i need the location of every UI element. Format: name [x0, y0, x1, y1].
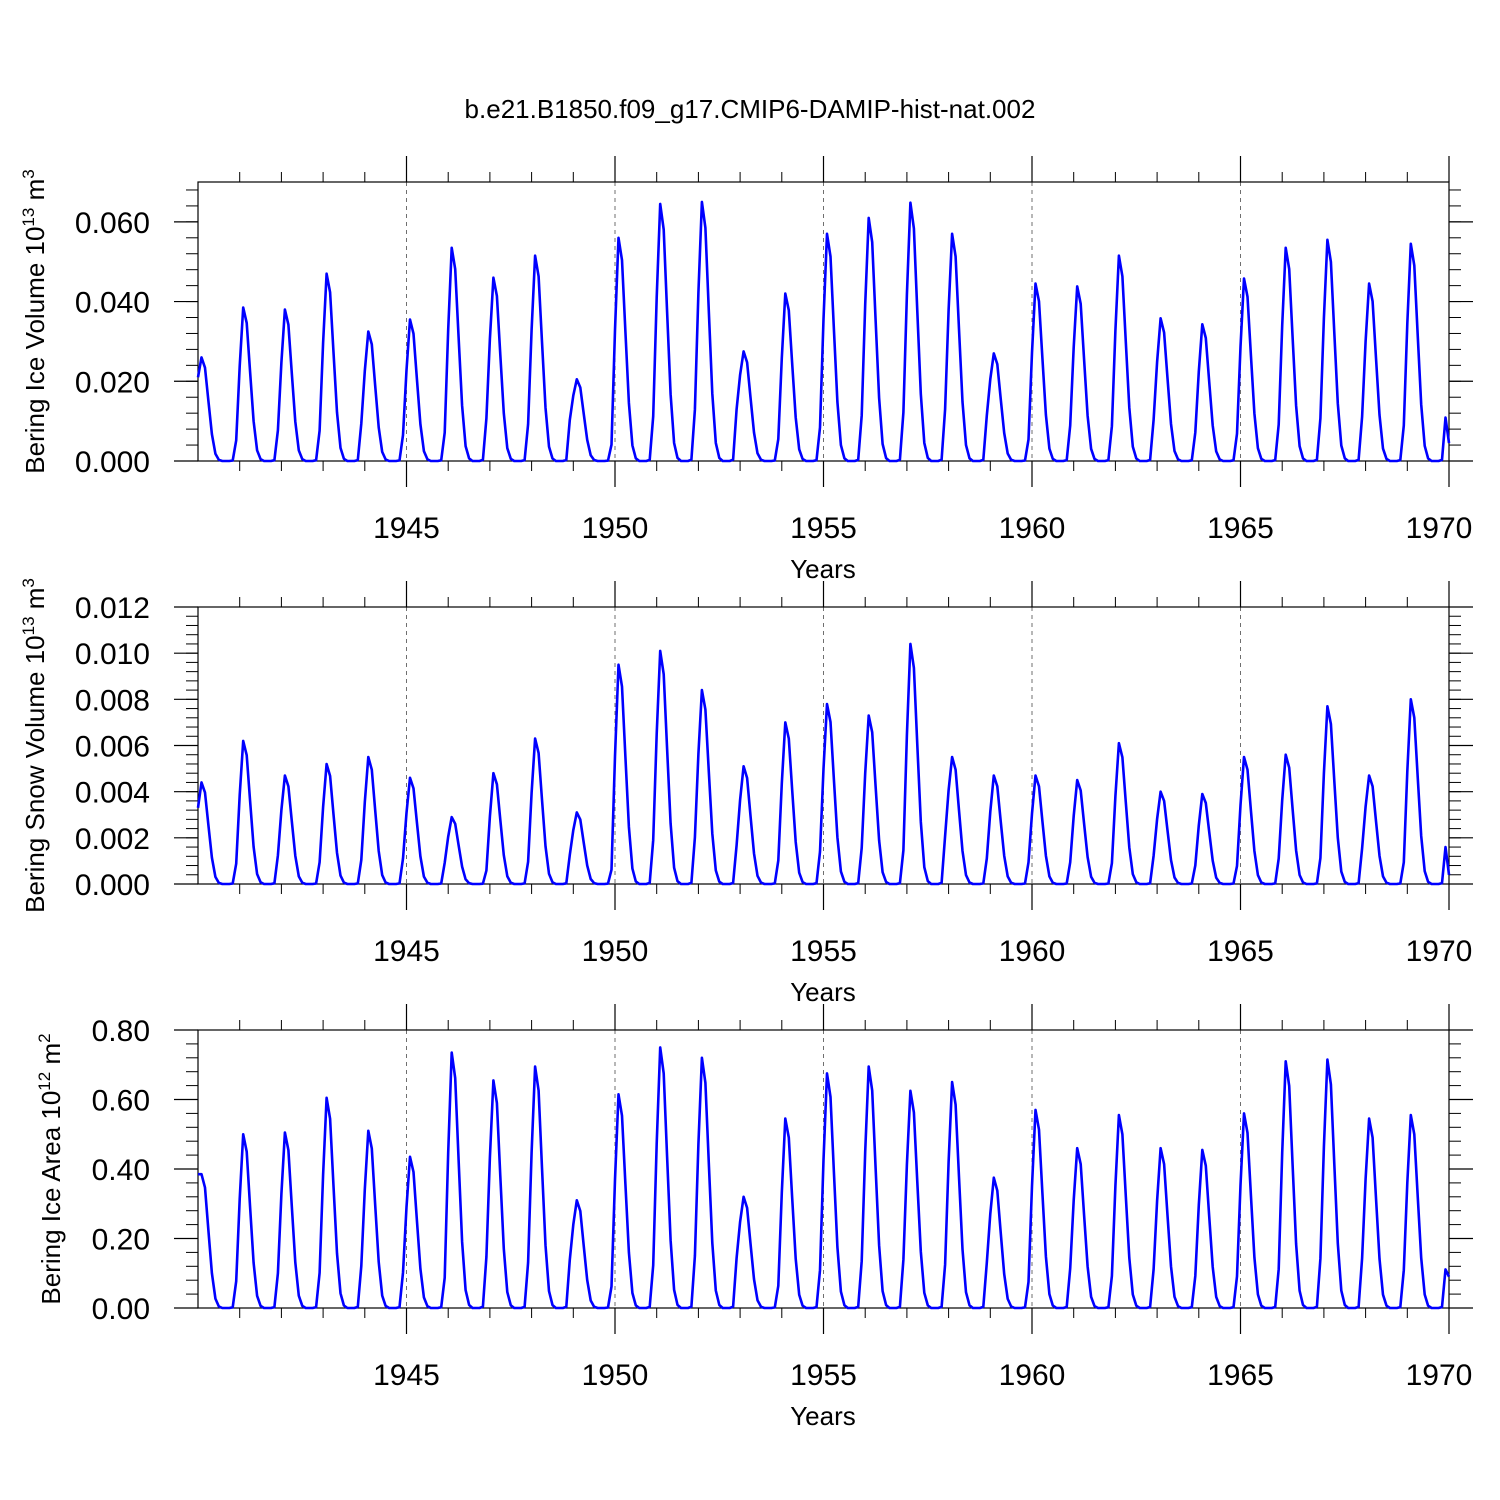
x-axis-label: Years	[790, 1401, 856, 1431]
y-tick-label: 0.40	[92, 1154, 150, 1187]
x-tick-label: 1965	[1207, 512, 1274, 545]
x-tick-label: 1960	[999, 512, 1066, 545]
y-tick-label: 0.000	[75, 869, 150, 902]
x-tick-label: 1945	[373, 1359, 440, 1392]
y-tick-label: 0.020	[75, 366, 150, 399]
y-axis-label-superscript: 3	[19, 169, 38, 178]
x-tick-label: 1970	[1406, 1359, 1473, 1392]
y-tick-label: 0.002	[75, 823, 150, 856]
x-tick-label: 1965	[1207, 1359, 1274, 1392]
x-tick-label: 1970	[1406, 935, 1473, 968]
ice-area-panel: 0.00 0.20 0.40 0.60 0.80 1945 1950 1955 1960 1965…	[35, 1004, 1473, 1431]
x-tick-label: 1955	[790, 1359, 857, 1392]
y-axis-label-text: Bering Snow Volume 10	[20, 635, 50, 913]
y-axis-label-text: Bering Ice Volume 10	[20, 227, 50, 474]
y-axis-label-superscript: 2	[35, 1033, 54, 1042]
ice-volume-panel: 0.000 0.020 0.040 0.060 1945 1950 1955 1960 1965…	[19, 156, 1473, 584]
x-tick-label: 1965	[1207, 935, 1274, 968]
x-tick-label: 1950	[582, 1359, 649, 1392]
y-tick-label: 0.010	[75, 638, 150, 671]
x-axis-label: Years	[790, 977, 856, 1007]
y-tick-label: 0.004	[75, 777, 150, 810]
snow-volume-panel: 0.000 0.002 0.004 0.006 0.008 0.010 0.012 1945 1…	[19, 578, 1473, 1007]
y-axis-label-superscript: 13	[19, 208, 38, 227]
x-tick-label: 1945	[373, 935, 440, 968]
y-axis-label-text: m	[20, 179, 50, 208]
figure-title: b.e21.B1850.f09_g17.CMIP6-DAMIP-hist-nat…	[465, 94, 1036, 124]
y-axis-label: Bering Snow Volume 1013 m3	[19, 578, 50, 913]
y-tick-label: 0.060	[75, 207, 150, 240]
x-tick-label: 1950	[582, 935, 649, 968]
x-tick-label: 1950	[582, 512, 649, 545]
y-axis-label-text: m	[36, 1043, 66, 1072]
y-axis-label-superscript: 13	[19, 616, 38, 635]
y-tick-label: 0.012	[75, 592, 150, 625]
y-tick-label: 0.80	[92, 1015, 150, 1048]
y-axis-label: Bering Ice Area 1012 m2	[35, 1033, 66, 1304]
y-tick-label: 0.000	[75, 446, 150, 479]
series-line	[196, 642, 1451, 886]
x-tick-label: 1970	[1406, 512, 1473, 545]
x-tick-label: 1960	[999, 935, 1066, 968]
y-tick-label: 0.60	[92, 1085, 150, 1118]
y-axis-label: Bering Ice Volume 1013 m3	[19, 169, 50, 473]
x-axis-label: Years	[790, 554, 856, 584]
y-axis-label-superscript: 12	[35, 1072, 54, 1091]
x-tick-label: 1945	[373, 512, 440, 545]
y-tick-label: 0.040	[75, 287, 150, 320]
x-tick-label: 1955	[790, 935, 857, 968]
y-axis-label-text: Bering Ice Area 10	[36, 1091, 66, 1305]
y-tick-label: 0.20	[92, 1224, 150, 1257]
y-tick-label: 0.006	[75, 731, 150, 764]
y-axis-label-superscript: 3	[19, 578, 38, 587]
y-tick-label: 0.008	[75, 684, 150, 717]
series-line	[196, 200, 1451, 463]
y-axis-label-text: m	[20, 588, 50, 617]
x-tick-label: 1960	[999, 1359, 1066, 1392]
series-line	[198, 1046, 1451, 1310]
x-tick-label: 1955	[790, 512, 857, 545]
y-tick-label: 0.00	[92, 1293, 150, 1326]
